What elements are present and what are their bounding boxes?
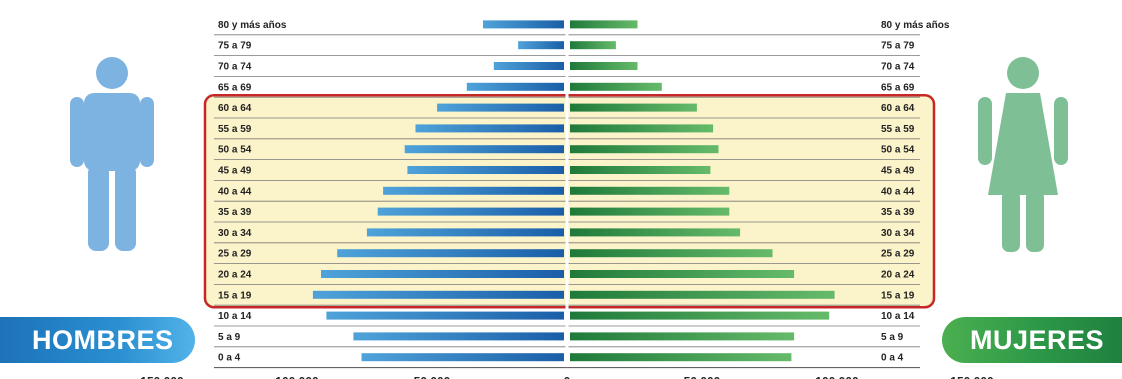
age-label-right: 35 a 39	[881, 207, 915, 218]
bar-men	[312, 290, 564, 299]
age-label-right: 60 a 64	[881, 103, 915, 114]
bar-women	[570, 207, 730, 216]
bar-men	[483, 20, 564, 29]
age-label-left: 75 a 79	[218, 41, 252, 52]
age-label-right: 45 a 49	[881, 166, 915, 177]
age-label-right: 10 a 14	[881, 311, 915, 322]
age-label-left: 30 a 34	[218, 228, 252, 239]
bar-men	[361, 353, 564, 362]
bar-women	[570, 62, 638, 70]
age-label-right: 75 a 79	[881, 41, 915, 52]
bar-men	[337, 249, 564, 258]
women-label: MUJERES	[942, 317, 1122, 363]
age-label-left: 60 a 64	[218, 103, 252, 114]
bar-men	[437, 103, 564, 112]
x-tick-label: 0	[564, 375, 571, 379]
x-tick-label: 50.000	[684, 375, 721, 379]
bar-women	[570, 20, 638, 29]
bar-women	[570, 82, 662, 91]
bar-women	[570, 332, 795, 341]
age-label-right: 5 a 9	[881, 332, 904, 343]
bar-men	[415, 124, 564, 133]
age-label-right: 40 a 44	[881, 186, 915, 197]
bar-men	[326, 311, 564, 320]
age-label-left: 65 a 69	[218, 82, 252, 93]
bar-women	[570, 228, 741, 237]
age-label-left: 25 a 29	[218, 249, 252, 260]
bar-women	[570, 145, 719, 154]
age-label-right: 80 y más años	[881, 20, 950, 31]
age-label-right: 55 a 59	[881, 124, 915, 135]
age-label-right: 0 a 4	[881, 353, 904, 364]
age-label-left: 20 a 24	[218, 270, 252, 281]
age-label-left: 80 y más años	[218, 20, 287, 31]
bar-women	[570, 186, 730, 195]
bar-men	[353, 332, 564, 341]
age-label-left: 35 a 39	[218, 207, 252, 218]
age-label-right: 25 a 29	[881, 249, 915, 260]
age-label-left: 5 a 9	[218, 332, 241, 343]
bar-women	[570, 249, 773, 258]
age-label-right: 65 a 69	[881, 82, 915, 93]
woman-icon	[978, 57, 1068, 252]
bar-men	[493, 62, 564, 70]
bar-women	[570, 270, 795, 278]
bar-men	[377, 207, 564, 216]
bar-women	[570, 41, 616, 50]
bar-women	[570, 124, 714, 133]
age-label-right: 20 a 24	[881, 270, 915, 281]
bar-men	[404, 145, 564, 154]
bar-women	[570, 166, 711, 174]
age-label-left: 55 a 59	[218, 124, 252, 135]
bar-men	[383, 186, 564, 195]
men-label: HOMBRES	[0, 317, 195, 363]
bar-women	[570, 353, 792, 362]
age-label-left: 0 a 4	[218, 353, 241, 364]
bar-men	[321, 270, 564, 278]
age-label-left: 10 a 14	[218, 311, 252, 322]
age-label-left: 45 a 49	[218, 166, 252, 177]
x-tick-label: 100.000	[275, 375, 319, 379]
bar-men	[366, 228, 564, 237]
age-label-left: 50 a 54	[218, 145, 252, 156]
age-label-left: 15 a 19	[218, 290, 252, 301]
bar-women	[570, 311, 830, 320]
bar-women	[570, 103, 697, 112]
age-label-right: 15 a 19	[881, 290, 915, 301]
age-label-right: 70 a 74	[881, 62, 915, 73]
bar-men	[466, 82, 564, 91]
bar-women	[570, 290, 835, 299]
bar-men	[407, 166, 564, 174]
age-label-left: 40 a 44	[218, 186, 252, 197]
bar-men	[518, 41, 564, 50]
x-tick-label: 150.000	[140, 375, 184, 379]
x-tick-label: 100.000	[815, 375, 859, 379]
age-label-left: 70 a 74	[218, 62, 252, 73]
x-tick-label: 50.000	[414, 375, 451, 379]
age-label-right: 50 a 54	[881, 145, 915, 156]
x-tick-label: 150.000	[950, 375, 994, 379]
man-icon	[70, 57, 154, 251]
age-label-right: 30 a 34	[881, 228, 915, 239]
